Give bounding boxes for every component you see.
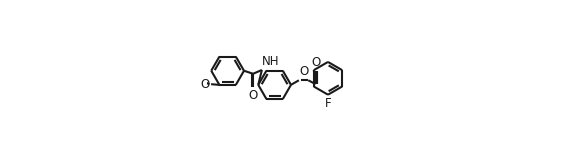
Text: F: F xyxy=(325,97,331,110)
Text: O: O xyxy=(201,78,210,91)
Text: O: O xyxy=(311,56,320,69)
Text: O: O xyxy=(249,89,258,102)
Text: O: O xyxy=(299,65,309,78)
Text: NH: NH xyxy=(262,55,280,68)
